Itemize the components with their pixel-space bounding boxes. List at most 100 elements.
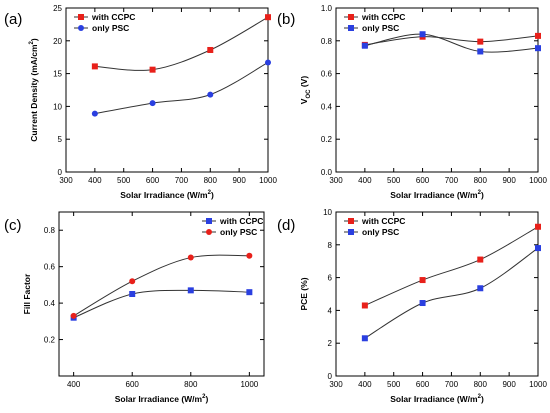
x-tick-label: 800 xyxy=(474,176,488,185)
panel-b: (b) 300 400 500 600 700 800 900 1000 0.0 0.2 0.4 0.6… xyxy=(277,4,547,200)
x-axis-title-main: Solar Irradiance (W/m xyxy=(390,394,478,404)
x-tick-label: 700 xyxy=(445,176,459,185)
data-point xyxy=(419,277,426,284)
y-tick-label: 25 xyxy=(53,4,62,13)
x-tick-label: 900 xyxy=(502,176,516,185)
x-tick-label: 600 xyxy=(416,380,430,389)
data-point xyxy=(207,46,214,53)
fit-curve-1 xyxy=(73,289,250,319)
y-axis-title: Current Density (mA/cm2) xyxy=(29,38,39,142)
legend-marker xyxy=(348,25,354,31)
y-tick-label: 0.0 xyxy=(321,168,333,177)
data-point xyxy=(419,31,426,38)
data-point xyxy=(361,335,368,342)
x-tick-label: 500 xyxy=(387,380,401,389)
panel-d: (d) 300 400 500 600 700 800 900 1000 0 2 4 6 8 10 Solar… xyxy=(277,208,547,404)
data-point xyxy=(477,38,484,45)
data-point xyxy=(246,289,253,296)
data-point xyxy=(535,45,541,52)
data-point xyxy=(91,110,98,117)
data-point xyxy=(70,312,77,319)
panel-label: (c) xyxy=(4,217,22,234)
y-axis-title-end: ) xyxy=(29,38,39,41)
legend-marker xyxy=(348,14,354,20)
x-axis-title: Solar Irradiance (W/m2) xyxy=(115,394,209,404)
fit-curve-2 xyxy=(364,33,539,53)
legend-marker xyxy=(206,218,212,224)
data-point xyxy=(361,302,368,309)
x-tick-label: 300 xyxy=(329,380,343,389)
data-point xyxy=(246,252,253,259)
legend-label: with CCPC xyxy=(91,12,135,22)
y-axis-title-end: (V) xyxy=(299,76,309,90)
x-tick-label: 300 xyxy=(59,176,73,185)
data-point xyxy=(129,278,136,285)
x-tick-label: 300 xyxy=(329,176,343,185)
legend-label: with CCPC xyxy=(361,12,405,22)
y-axis-title: PCE (%) xyxy=(299,277,309,310)
plot-frame xyxy=(335,7,539,173)
y-tick-label: 8 xyxy=(328,241,333,250)
legend-marker xyxy=(206,229,212,235)
y-tick-label: 0.6 xyxy=(321,70,333,79)
x-axis-title-main: Solar Irradiance (W/m xyxy=(390,190,478,200)
x-tick-label: 800 xyxy=(474,380,488,389)
x-tick-label: 600 xyxy=(416,176,430,185)
y-tick-label: 0.4 xyxy=(44,299,56,308)
fit-curve-1 xyxy=(364,226,539,306)
panel-label: (a) xyxy=(4,11,22,28)
x-tick-label: 700 xyxy=(445,380,459,389)
data-point xyxy=(535,245,541,252)
data-point xyxy=(361,42,368,49)
x-axis-title-end: ) xyxy=(481,190,484,200)
y-tick-label: 10 xyxy=(53,102,62,111)
y-tick-label: 0.8 xyxy=(44,226,56,235)
y-tick-label: 1.0 xyxy=(321,4,333,13)
y-tick-label: 0.2 xyxy=(44,336,56,345)
x-tick-label: 900 xyxy=(232,176,246,185)
x-tick-label: 700 xyxy=(175,176,189,185)
data-point xyxy=(477,285,484,292)
y-tick-label: 0.8 xyxy=(321,37,333,46)
x-tick-label: 400 xyxy=(358,176,372,185)
x-axis-title-end: ) xyxy=(205,394,208,404)
panel-c: (c) 400 600 800 1000 0.2 0.4 0.6 0.8 Solar Irradi… xyxy=(4,211,265,404)
x-axis-title-main: Solar Irradiance (W/m xyxy=(115,394,203,404)
y-tick-label: 0.6 xyxy=(44,263,56,272)
x-tick-label: 600 xyxy=(126,380,140,389)
x-tick-label: 800 xyxy=(184,380,198,389)
y-axis-title: VOC (V) xyxy=(299,76,312,105)
y-axis-title: Fill Factor xyxy=(22,273,32,314)
legend-label: only PSC xyxy=(92,23,129,33)
fit-curve-1 xyxy=(94,16,269,71)
x-axis-title-sup: 2 xyxy=(478,394,482,400)
y-axis-title-main: Fill Factor xyxy=(22,273,32,314)
plot-frame xyxy=(335,211,539,377)
x-tick-label: 800 xyxy=(204,176,218,185)
data-point xyxy=(149,66,156,73)
data-point xyxy=(265,14,271,21)
x-axis-title-sup: 2 xyxy=(478,190,482,196)
y-axis-title-main: V xyxy=(299,98,309,104)
data-point xyxy=(149,100,156,107)
y-tick-label: 2 xyxy=(328,339,333,348)
y-axis-title-sup: 2 xyxy=(29,40,35,44)
y-tick-label: 0 xyxy=(58,168,63,177)
x-tick-label: 900 xyxy=(502,380,516,389)
legend-marker xyxy=(78,25,84,31)
x-axis-title-end: ) xyxy=(211,190,214,200)
x-axis-title-main: Solar Irradiance (W/m xyxy=(120,190,208,200)
panel-a: (a) 300 400 500 600 700 800 900 1000 0 5 10 15 20 25 So… xyxy=(4,4,277,200)
x-axis-title-sup: 2 xyxy=(208,190,212,196)
x-axis-title: Solar Irradiance (W/m2) xyxy=(390,190,484,200)
y-tick-label: 0.2 xyxy=(321,135,333,144)
data-point xyxy=(91,63,98,70)
data-point xyxy=(187,287,194,294)
x-tick-label: 1000 xyxy=(529,380,547,389)
x-tick-label: 400 xyxy=(67,380,81,389)
data-point xyxy=(265,59,271,66)
plot-frame xyxy=(65,7,269,173)
y-tick-label: 10 xyxy=(323,208,332,217)
data-point xyxy=(419,300,426,307)
